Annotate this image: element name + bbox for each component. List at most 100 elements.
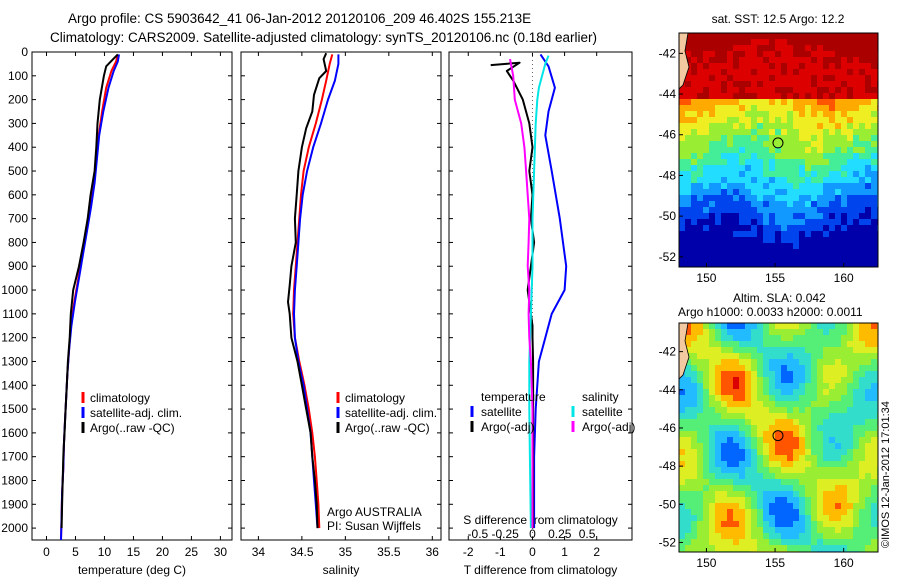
map-cell <box>871 45 878 52</box>
map-cell <box>679 147 686 154</box>
map-cell <box>835 39 842 46</box>
map-cell <box>817 141 824 148</box>
map-cell <box>853 171 860 178</box>
map-cell <box>859 117 866 124</box>
map-cell <box>691 491 698 498</box>
map-cell <box>781 171 788 178</box>
map-cell <box>817 129 824 136</box>
map-cell <box>781 201 788 208</box>
map-cell <box>703 335 710 342</box>
map-cell <box>697 39 704 46</box>
map-cell <box>769 243 776 250</box>
map-cell <box>835 213 842 220</box>
map-cell <box>787 33 794 40</box>
map-cell <box>799 261 806 267</box>
map-cell <box>769 87 776 94</box>
map-cell <box>841 39 848 46</box>
map-cell <box>811 63 818 70</box>
map-cell <box>787 105 794 112</box>
map-cell <box>757 383 764 390</box>
map-cell <box>769 105 776 112</box>
map-cell <box>703 105 710 112</box>
map-cell <box>751 335 758 342</box>
map-cell <box>751 371 758 378</box>
map-cell <box>817 389 824 396</box>
map-cell <box>739 509 746 516</box>
map-cell <box>805 341 812 348</box>
map-cell <box>841 225 848 232</box>
map-cell <box>733 323 740 330</box>
map-cell <box>769 425 776 432</box>
map-cell <box>697 377 704 384</box>
map-cell <box>787 431 794 438</box>
map-cell <box>781 431 788 438</box>
map-cell <box>763 479 770 486</box>
map-cell <box>793 353 800 360</box>
map-cell <box>715 63 722 70</box>
map-cell <box>691 509 698 516</box>
map-cell <box>835 201 842 208</box>
map-cell <box>859 539 866 546</box>
map-cell <box>727 383 734 390</box>
map-cell <box>745 347 752 354</box>
map-cell <box>865 153 872 160</box>
map-cell <box>763 195 770 202</box>
map-cell <box>847 425 854 432</box>
map-cell <box>745 141 752 148</box>
map-cell <box>745 123 752 130</box>
map-cell <box>685 75 692 82</box>
map-cell <box>733 413 740 420</box>
map-cell <box>853 177 860 184</box>
map-cell <box>799 407 806 414</box>
map-cell <box>745 515 752 522</box>
map-cell <box>775 225 782 232</box>
map-cell <box>799 365 806 372</box>
map-cell <box>763 159 770 166</box>
map-cell <box>829 377 836 384</box>
map-cell <box>829 219 836 226</box>
map-cell <box>865 443 872 450</box>
map-cell <box>757 195 764 202</box>
map-cell <box>793 33 800 40</box>
map-cell <box>781 45 788 52</box>
map-cell <box>769 485 776 492</box>
map-cell <box>721 413 728 420</box>
map-cell <box>709 491 716 498</box>
map-cell <box>733 261 740 267</box>
map-cell <box>721 219 728 226</box>
map-cell <box>715 365 722 372</box>
map-cell <box>745 533 752 540</box>
map-cell <box>745 219 752 226</box>
map-cell <box>739 377 746 384</box>
map-cell <box>685 389 692 396</box>
map-cell <box>691 473 698 480</box>
map-cell <box>769 99 776 106</box>
map-cell <box>721 401 728 408</box>
map-cell <box>865 45 872 52</box>
map-cell <box>763 437 770 444</box>
map-cell <box>829 497 836 504</box>
map-cell <box>787 365 794 372</box>
map-cell <box>715 323 722 330</box>
map-cell <box>829 153 836 160</box>
map-cell <box>745 177 752 184</box>
lat-tick-label: -48 <box>659 168 677 182</box>
map-cell <box>799 237 806 244</box>
map-cell <box>727 165 734 172</box>
map-cell <box>841 353 848 360</box>
map-cell <box>775 69 782 76</box>
map-cell <box>859 57 866 64</box>
map-cell <box>709 33 716 40</box>
map-cell <box>697 329 704 336</box>
map-cell <box>847 93 854 100</box>
map-cell <box>739 455 746 462</box>
map-cell <box>811 389 818 396</box>
map-cell <box>829 389 836 396</box>
map-cell <box>817 171 824 178</box>
map-cell <box>871 497 878 504</box>
map-cell <box>733 533 740 540</box>
map-cell <box>847 497 854 504</box>
map-cell <box>805 51 812 58</box>
map-cell <box>751 81 758 88</box>
map-cell <box>721 539 728 546</box>
